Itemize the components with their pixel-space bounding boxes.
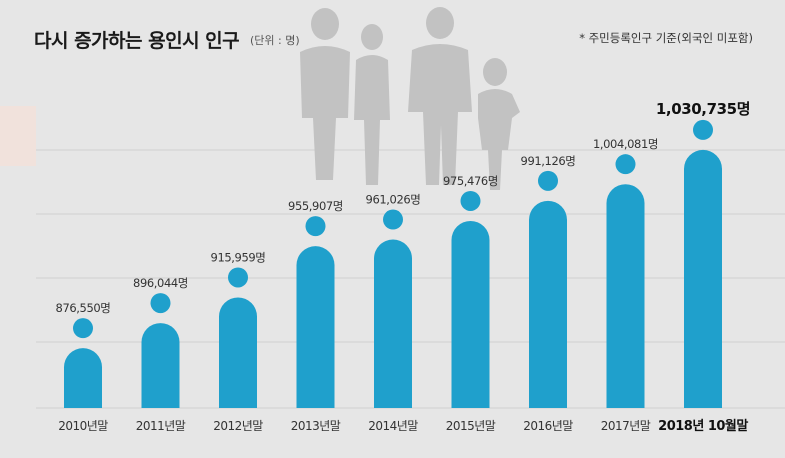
bar-head	[460, 190, 481, 211]
bar	[141, 323, 180, 408]
data-label: 1,004,081명	[593, 137, 658, 151]
data-label: 915,959명	[211, 250, 266, 264]
bar-head	[615, 154, 636, 175]
bar	[451, 220, 490, 408]
x-tick-label: 2018년 10월말	[658, 418, 748, 434]
bar-head	[73, 318, 93, 339]
bar	[296, 246, 335, 408]
data-label: 991,126명	[521, 154, 576, 168]
x-tick-label: 2013년말	[291, 419, 341, 433]
bar	[606, 184, 645, 408]
bar	[684, 149, 722, 408]
chart-title: 다시 증가하는 용인시 인구	[34, 30, 240, 52]
x-tick-label: 2014년말	[368, 419, 418, 433]
x-tick-label: 2017년말	[601, 419, 651, 433]
data-label: 975,476명	[443, 174, 498, 188]
bar	[529, 200, 567, 408]
x-tick-label: 2011년말	[136, 419, 186, 433]
bar-head	[305, 216, 326, 237]
bar-head	[538, 170, 558, 191]
data-label: 955,907명	[288, 199, 343, 213]
x-tick-label: 2010년말	[58, 419, 108, 433]
unit-label: (단위 : 명)	[250, 34, 300, 47]
data-label: 1,030,735명	[656, 100, 750, 118]
bar-head	[228, 267, 248, 288]
bar	[219, 297, 257, 408]
bar-head	[693, 119, 713, 140]
family-silhouette	[300, 7, 520, 190]
x-tick-label: 2012년말	[213, 419, 263, 433]
bar	[374, 239, 412, 408]
bar-head	[383, 209, 403, 230]
data-label: 876,550명	[56, 301, 111, 315]
bars: 876,550명 2010년말 896,044명 2011년말 915,959명 2012…	[56, 100, 751, 434]
bar-head	[150, 293, 171, 314]
bar	[64, 348, 102, 408]
x-tick-label: 2015년말	[446, 419, 496, 433]
data-label: 961,026명	[366, 193, 421, 207]
x-tick-label: 2016년말	[523, 419, 573, 433]
data-label: 896,044명	[133, 276, 188, 290]
side-tab	[0, 106, 36, 166]
source-note: * 주민등록인구 기준(외국인 미포함)	[579, 31, 753, 45]
